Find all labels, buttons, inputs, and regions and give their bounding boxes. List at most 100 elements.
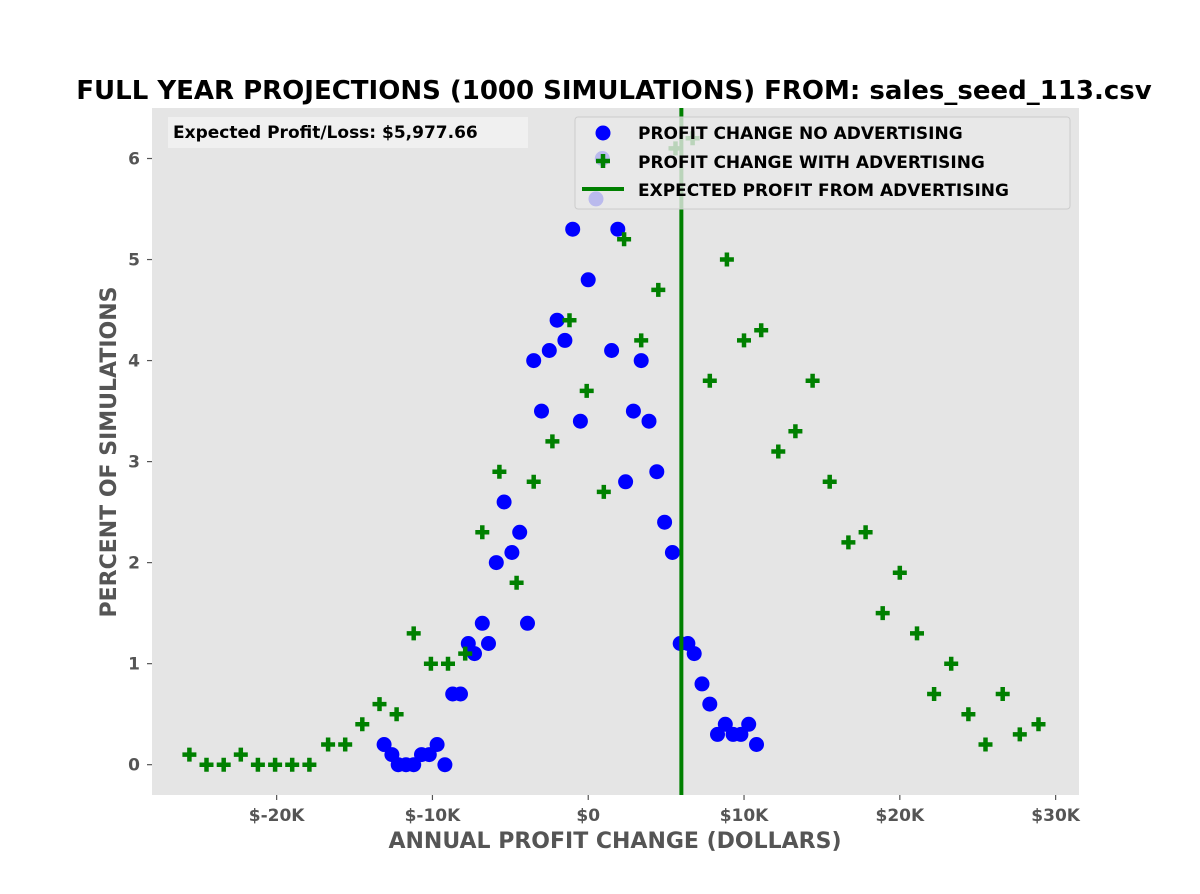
point-no-advertising-17 xyxy=(504,545,520,560)
annotation-background xyxy=(168,117,528,148)
point-no-advertising-34 xyxy=(633,353,649,369)
point-no-advertising-8 xyxy=(437,757,453,773)
point-no-advertising-30 xyxy=(604,343,620,358)
point-no-advertising-33 xyxy=(625,403,641,419)
point-no-advertising-10 xyxy=(453,686,468,702)
x-tick-label-3: $10K xyxy=(720,806,769,826)
legend-label-no-advertising: PROFIT CHANGE NO ADVERTISING xyxy=(638,124,963,144)
point-no-advertising-32 xyxy=(618,474,634,490)
point-no-advertising-43 xyxy=(702,696,718,712)
point-with-advertising-31 xyxy=(719,252,734,267)
y-tick-label-4: 4 xyxy=(128,352,140,372)
point-no-advertising-16 xyxy=(496,494,512,510)
point-with-advertising-47 xyxy=(995,687,1010,701)
point-no-advertising-4 xyxy=(406,757,422,773)
point-with-advertising-36 xyxy=(805,373,820,388)
point-with-advertising-14 xyxy=(423,656,438,671)
point-no-advertising-35 xyxy=(641,413,657,429)
point-no-advertising-13 xyxy=(474,615,490,631)
point-with-advertising-24 xyxy=(596,484,611,499)
point-no-advertising-26 xyxy=(572,413,588,429)
x-tick-label-4: $20K xyxy=(875,806,924,826)
y-tick-label-3: 3 xyxy=(128,453,140,473)
y-axis-ticks: 0 1 2 3 4 5 6 xyxy=(128,150,152,776)
point-with-advertising-40 xyxy=(875,606,890,621)
point-no-advertising-48 xyxy=(741,716,757,732)
point-with-advertising-32 xyxy=(737,333,751,348)
legend-label-with-advertising: PROFIT CHANGE WITH ADVERTISING xyxy=(638,153,985,173)
point-with-advertising-49 xyxy=(1031,717,1046,732)
point-with-advertising-18 xyxy=(492,464,507,479)
point-with-advertising-38 xyxy=(841,535,856,550)
point-with-advertising-43 xyxy=(927,687,942,701)
point-no-advertising-12 xyxy=(467,646,482,662)
point-no-advertising-41 xyxy=(686,646,702,662)
point-no-advertising-15 xyxy=(488,555,504,571)
point-no-advertising-42 xyxy=(694,676,710,692)
legend-background xyxy=(574,116,1071,210)
point-with-advertising-0 xyxy=(182,747,197,762)
point-with-advertising-1 xyxy=(199,757,214,772)
point-with-advertising-44 xyxy=(944,656,959,671)
point-no-advertising-20 xyxy=(526,353,542,369)
point-with-advertising-16 xyxy=(458,646,473,661)
point-with-advertising-10 xyxy=(355,717,370,732)
point-with-advertising-2 xyxy=(216,757,231,772)
point-with-advertising-41 xyxy=(892,565,907,580)
annotation-box: Expected Profit/Loss: $5,977.66 xyxy=(168,117,528,148)
y-tick-label-5: 5 xyxy=(128,251,140,271)
point-no-advertising-24 xyxy=(557,332,573,348)
y-tick-label-2: 2 xyxy=(128,554,140,574)
point-with-advertising-17 xyxy=(475,525,490,540)
x-tick-label-1: $-10K xyxy=(405,806,462,826)
point-with-advertising-42 xyxy=(910,626,924,641)
y-tick-label-0: 0 xyxy=(128,756,140,776)
point-with-advertising-15 xyxy=(441,656,455,671)
point-with-advertising-39 xyxy=(858,525,873,540)
point-with-advertising-46 xyxy=(978,737,993,752)
point-no-advertising-22 xyxy=(541,343,557,358)
point-with-advertising-11 xyxy=(372,697,387,712)
point-no-advertising-27 xyxy=(580,272,596,288)
point-no-advertising-31 xyxy=(610,221,626,237)
point-with-advertising-21 xyxy=(545,434,560,449)
x-tick-label-0: $-20K xyxy=(249,806,306,826)
point-no-advertising-7 xyxy=(429,737,445,752)
point-with-advertising-35 xyxy=(788,424,803,439)
point-no-advertising-44 xyxy=(710,726,725,742)
point-no-advertising-18 xyxy=(512,524,528,540)
y-axis-label: PERCENT OF SIMULATIONS xyxy=(97,286,122,617)
x-tick-label-2: $0 xyxy=(576,806,600,826)
point-no-advertising-0 xyxy=(376,737,392,752)
point-with-advertising-45 xyxy=(961,707,976,722)
point-with-advertising-37 xyxy=(822,474,837,489)
point-with-advertising-33 xyxy=(754,323,769,338)
point-with-advertising-26 xyxy=(634,333,649,348)
point-with-advertising-6 xyxy=(285,757,300,772)
point-with-advertising-25 xyxy=(617,232,632,247)
point-with-advertising-20 xyxy=(526,474,541,489)
legend-marker-circle xyxy=(595,125,611,141)
point-no-advertising-49 xyxy=(749,737,764,752)
point-no-advertising-37 xyxy=(657,514,673,530)
x-axis-ticks: $-20K $-10K $0 $10K $20K $30K xyxy=(249,795,1081,826)
legend: PROFIT CHANGE NO ADVERTISING PROFIT CHAN… xyxy=(574,116,1071,210)
point-with-advertising-30 xyxy=(702,373,717,388)
expected-profit-annotation: Expected Profit/Loss: $5,977.66 xyxy=(173,123,478,143)
y-tick-label-6: 6 xyxy=(128,150,140,170)
point-no-advertising-45 xyxy=(717,716,733,732)
point-with-advertising-4 xyxy=(250,757,265,772)
legend-marker-plus xyxy=(596,154,610,168)
point-no-advertising-14 xyxy=(481,636,496,651)
point-with-advertising-19 xyxy=(509,575,524,590)
point-with-advertising-13 xyxy=(406,626,421,641)
point-no-advertising-38 xyxy=(664,545,680,560)
x-axis-label: ANNUAL PROFIT CHANGE (DOLLARS) xyxy=(388,829,841,854)
point-with-advertising-9 xyxy=(338,737,353,752)
point-with-advertising-12 xyxy=(389,707,404,722)
point-no-advertising-25 xyxy=(565,221,581,237)
point-no-advertising-21 xyxy=(534,403,549,419)
point-with-advertising-48 xyxy=(1012,727,1027,742)
point-with-advertising-23 xyxy=(579,383,594,398)
